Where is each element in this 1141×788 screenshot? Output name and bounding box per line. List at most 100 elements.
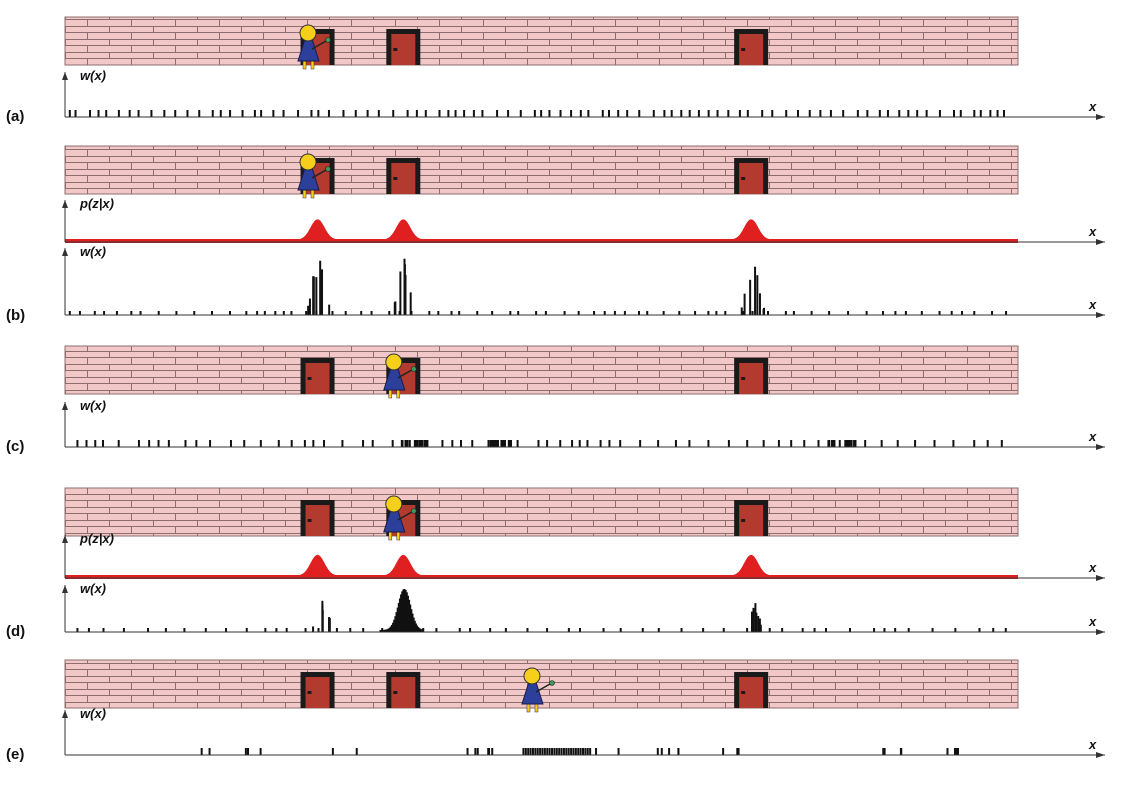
robot-sensor	[549, 680, 555, 686]
particle	[259, 440, 262, 447]
y-axis-arrow	[62, 710, 68, 718]
particle	[546, 628, 549, 632]
particle	[208, 748, 211, 755]
particle	[953, 110, 956, 117]
likelihood-baseline	[65, 575, 1018, 579]
particle	[150, 110, 153, 117]
particle	[771, 110, 774, 117]
particle	[727, 440, 730, 447]
particle	[390, 624, 393, 632]
particle	[996, 110, 999, 117]
particle	[491, 748, 494, 755]
particle	[746, 628, 749, 632]
particle	[925, 110, 928, 117]
particle	[587, 110, 590, 117]
particle	[87, 628, 90, 632]
particle	[317, 110, 320, 117]
particle	[907, 628, 910, 632]
particle	[344, 311, 347, 315]
particle	[402, 589, 405, 632]
particle	[722, 748, 725, 755]
particle	[777, 440, 780, 447]
particle	[392, 622, 395, 632]
panel-c: w(x) x (c)	[6, 345, 1105, 455]
particle	[916, 110, 919, 117]
particle	[722, 628, 725, 632]
particle	[388, 627, 391, 632]
particle	[850, 440, 853, 447]
particle-set	[76, 589, 1007, 632]
particle	[847, 311, 850, 315]
particle	[639, 440, 642, 447]
particle	[406, 595, 409, 632]
particle	[137, 440, 140, 447]
particle	[102, 628, 105, 632]
particle	[845, 440, 848, 447]
particle	[466, 748, 469, 755]
panel-label: (d)	[6, 623, 25, 640]
particle	[657, 628, 660, 632]
robot-icon	[383, 353, 417, 399]
particle	[688, 110, 691, 117]
particle	[619, 628, 622, 632]
door-1	[300, 672, 335, 708]
particle	[736, 748, 739, 755]
door-handle	[741, 691, 746, 694]
particle	[102, 440, 105, 447]
particle	[563, 311, 566, 315]
particle	[694, 311, 697, 315]
particle	[827, 440, 830, 447]
particle	[435, 628, 438, 632]
particle	[377, 110, 380, 117]
particle	[380, 629, 383, 632]
particle	[810, 311, 813, 315]
particle	[582, 748, 585, 755]
particle	[290, 440, 293, 447]
particle	[952, 440, 955, 447]
particle	[534, 748, 537, 755]
particle	[1005, 311, 1008, 315]
particle	[792, 311, 795, 315]
particle	[219, 110, 222, 117]
particle	[865, 311, 868, 315]
particle	[531, 748, 534, 755]
x-axis-label: x	[1088, 737, 1097, 752]
particle	[366, 110, 369, 117]
robot-arm	[397, 369, 413, 379]
particle	[579, 110, 582, 117]
particle	[400, 594, 403, 632]
y-axis-arrow	[62, 535, 68, 543]
panel-label: (b)	[6, 307, 25, 324]
door-1	[300, 358, 335, 394]
particle	[317, 628, 320, 632]
particle	[175, 311, 178, 315]
particle	[601, 110, 604, 117]
robot-arm	[311, 169, 327, 179]
particle	[577, 311, 580, 315]
particle	[204, 628, 207, 632]
particle	[328, 617, 331, 632]
particle	[94, 440, 97, 447]
particle	[76, 628, 79, 632]
panel-e: w(x) x (e)	[6, 659, 1105, 763]
particle	[315, 277, 318, 315]
particle	[117, 440, 120, 447]
particle	[752, 607, 755, 632]
x-axis-label: x	[1088, 560, 1097, 575]
particle	[392, 110, 395, 117]
particle	[848, 440, 851, 447]
particle	[417, 627, 420, 632]
particle	[354, 110, 357, 117]
particle	[319, 260, 322, 315]
particle	[838, 440, 841, 447]
x-axis-arrow	[1096, 312, 1105, 318]
particle	[880, 440, 883, 447]
particle	[657, 440, 660, 447]
particle	[813, 628, 816, 632]
particle	[117, 110, 120, 117]
particle	[167, 440, 170, 447]
particle	[418, 440, 421, 447]
particle	[147, 628, 150, 632]
particle	[428, 311, 431, 315]
particle	[953, 748, 956, 755]
